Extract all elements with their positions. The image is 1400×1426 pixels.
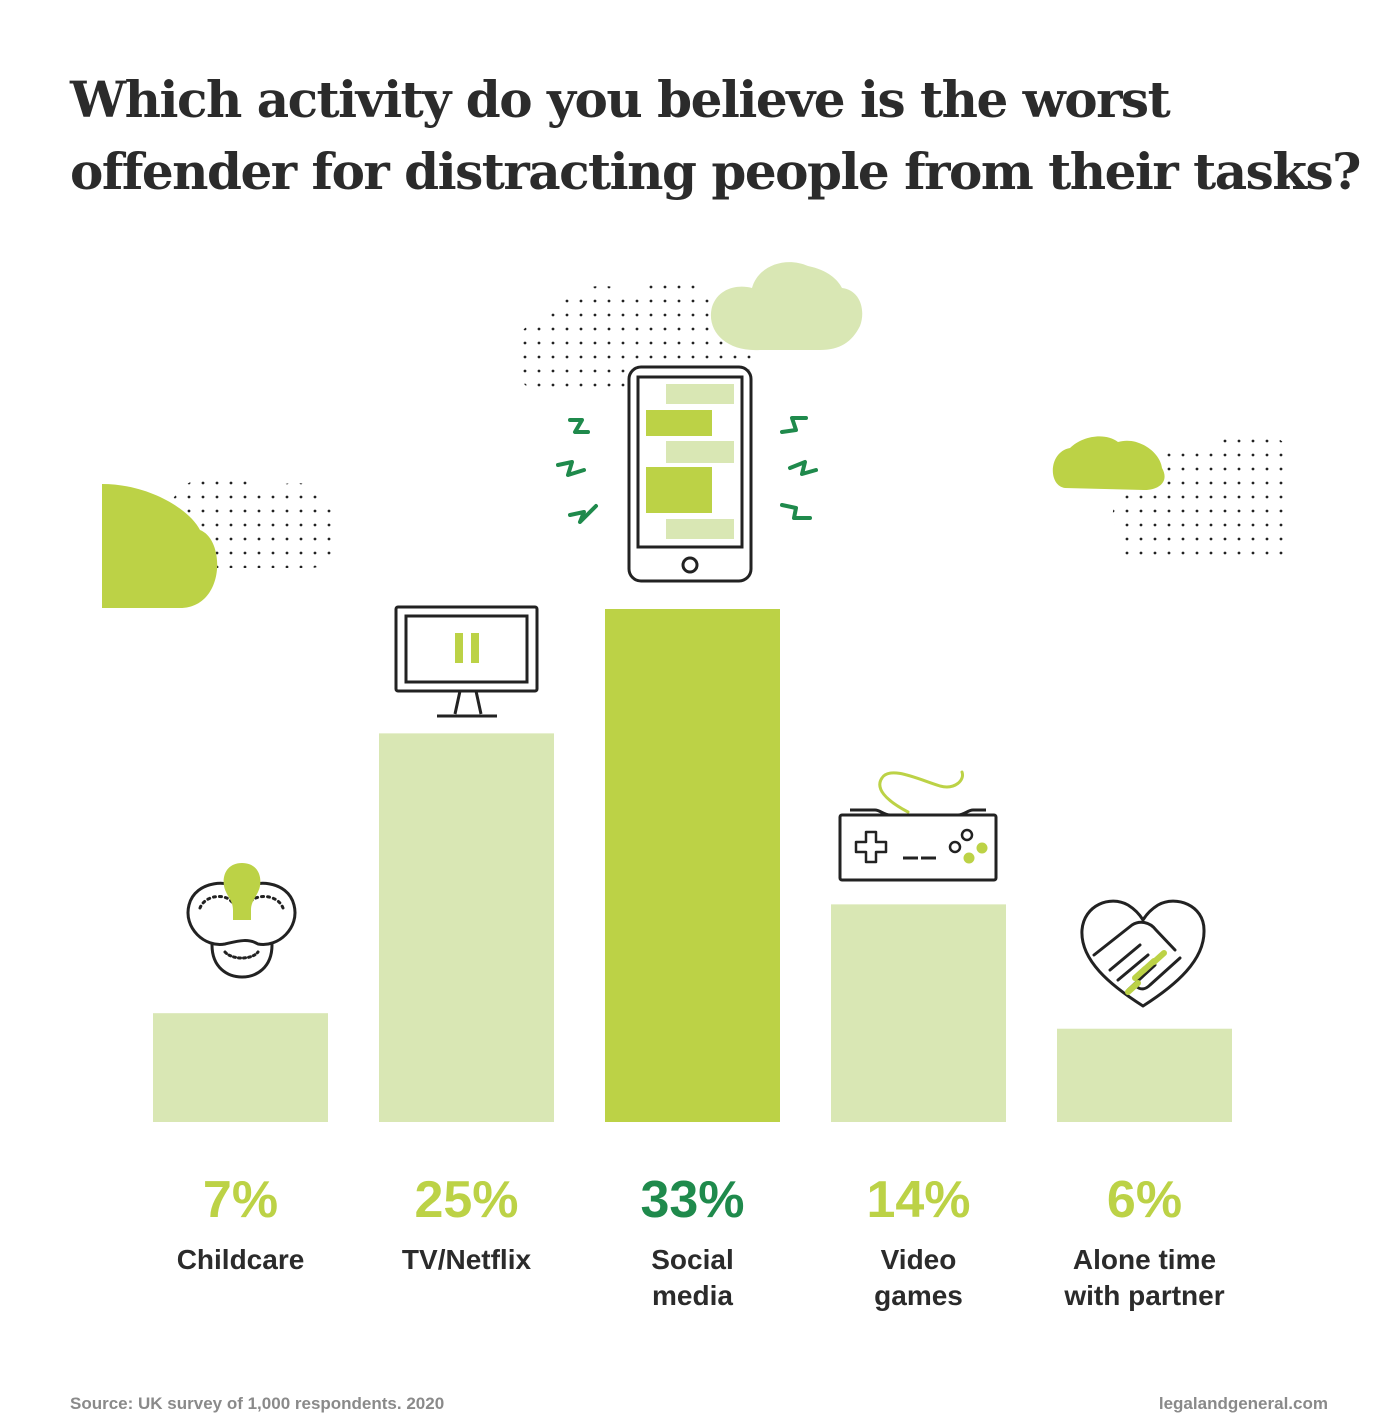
value-label: 14% [866,1171,971,1229]
category-label: Video games [799,1242,1039,1314]
category-label: Childcare [121,1242,361,1278]
bar-video-games [831,904,1006,1122]
decor-cloud-left [102,473,336,608]
game-controller-icon [838,770,998,882]
value-label: 25% [414,1171,519,1229]
category-label: Alone time with partner [1025,1242,1265,1314]
smartphone-icon [627,365,753,583]
category-label: TV/Netflix [347,1242,587,1278]
chart-title-line-1: Which activity do you believe is the wor… [70,70,1171,129]
pacifier-icon [186,863,297,979]
value-label: 33% [640,1171,745,1229]
category-label-line: Social [651,1244,734,1275]
chart-title: Which activity do you believe is the wor… [70,64,1361,208]
vibration-marks [556,416,818,524]
handshake-heart-icon [1080,899,1206,1008]
bar-tv-netflix [379,733,554,1122]
category-label-line: Video [880,1244,957,1275]
bar-childcare [153,1013,328,1122]
category-label-line: Childcare [176,1244,305,1275]
value-label: 6% [1106,1171,1183,1229]
value-label: 7% [202,1171,279,1229]
category-label-line: with partner [1064,1280,1225,1311]
tv-icon [394,605,539,718]
category-label-line: media [652,1280,733,1311]
decor-cloud-right [1052,432,1290,565]
category-label: Social media [573,1242,813,1314]
category-label-line: Alone time [1072,1244,1217,1275]
chart-title-line-2: offender for distracting people from the… [70,142,1361,201]
site-link[interactable]: legalandgeneral.com [1158,1394,1328,1413]
bar-alone-time-with-partner [1057,1028,1232,1122]
decor-cloud-center [512,262,863,390]
category-label-line: TV/Netflix [401,1244,532,1275]
category-label-line: games [874,1280,963,1311]
source-note: Source: UK survey of 1,000 respondents. … [70,1394,445,1413]
bar-social-media [605,609,780,1122]
